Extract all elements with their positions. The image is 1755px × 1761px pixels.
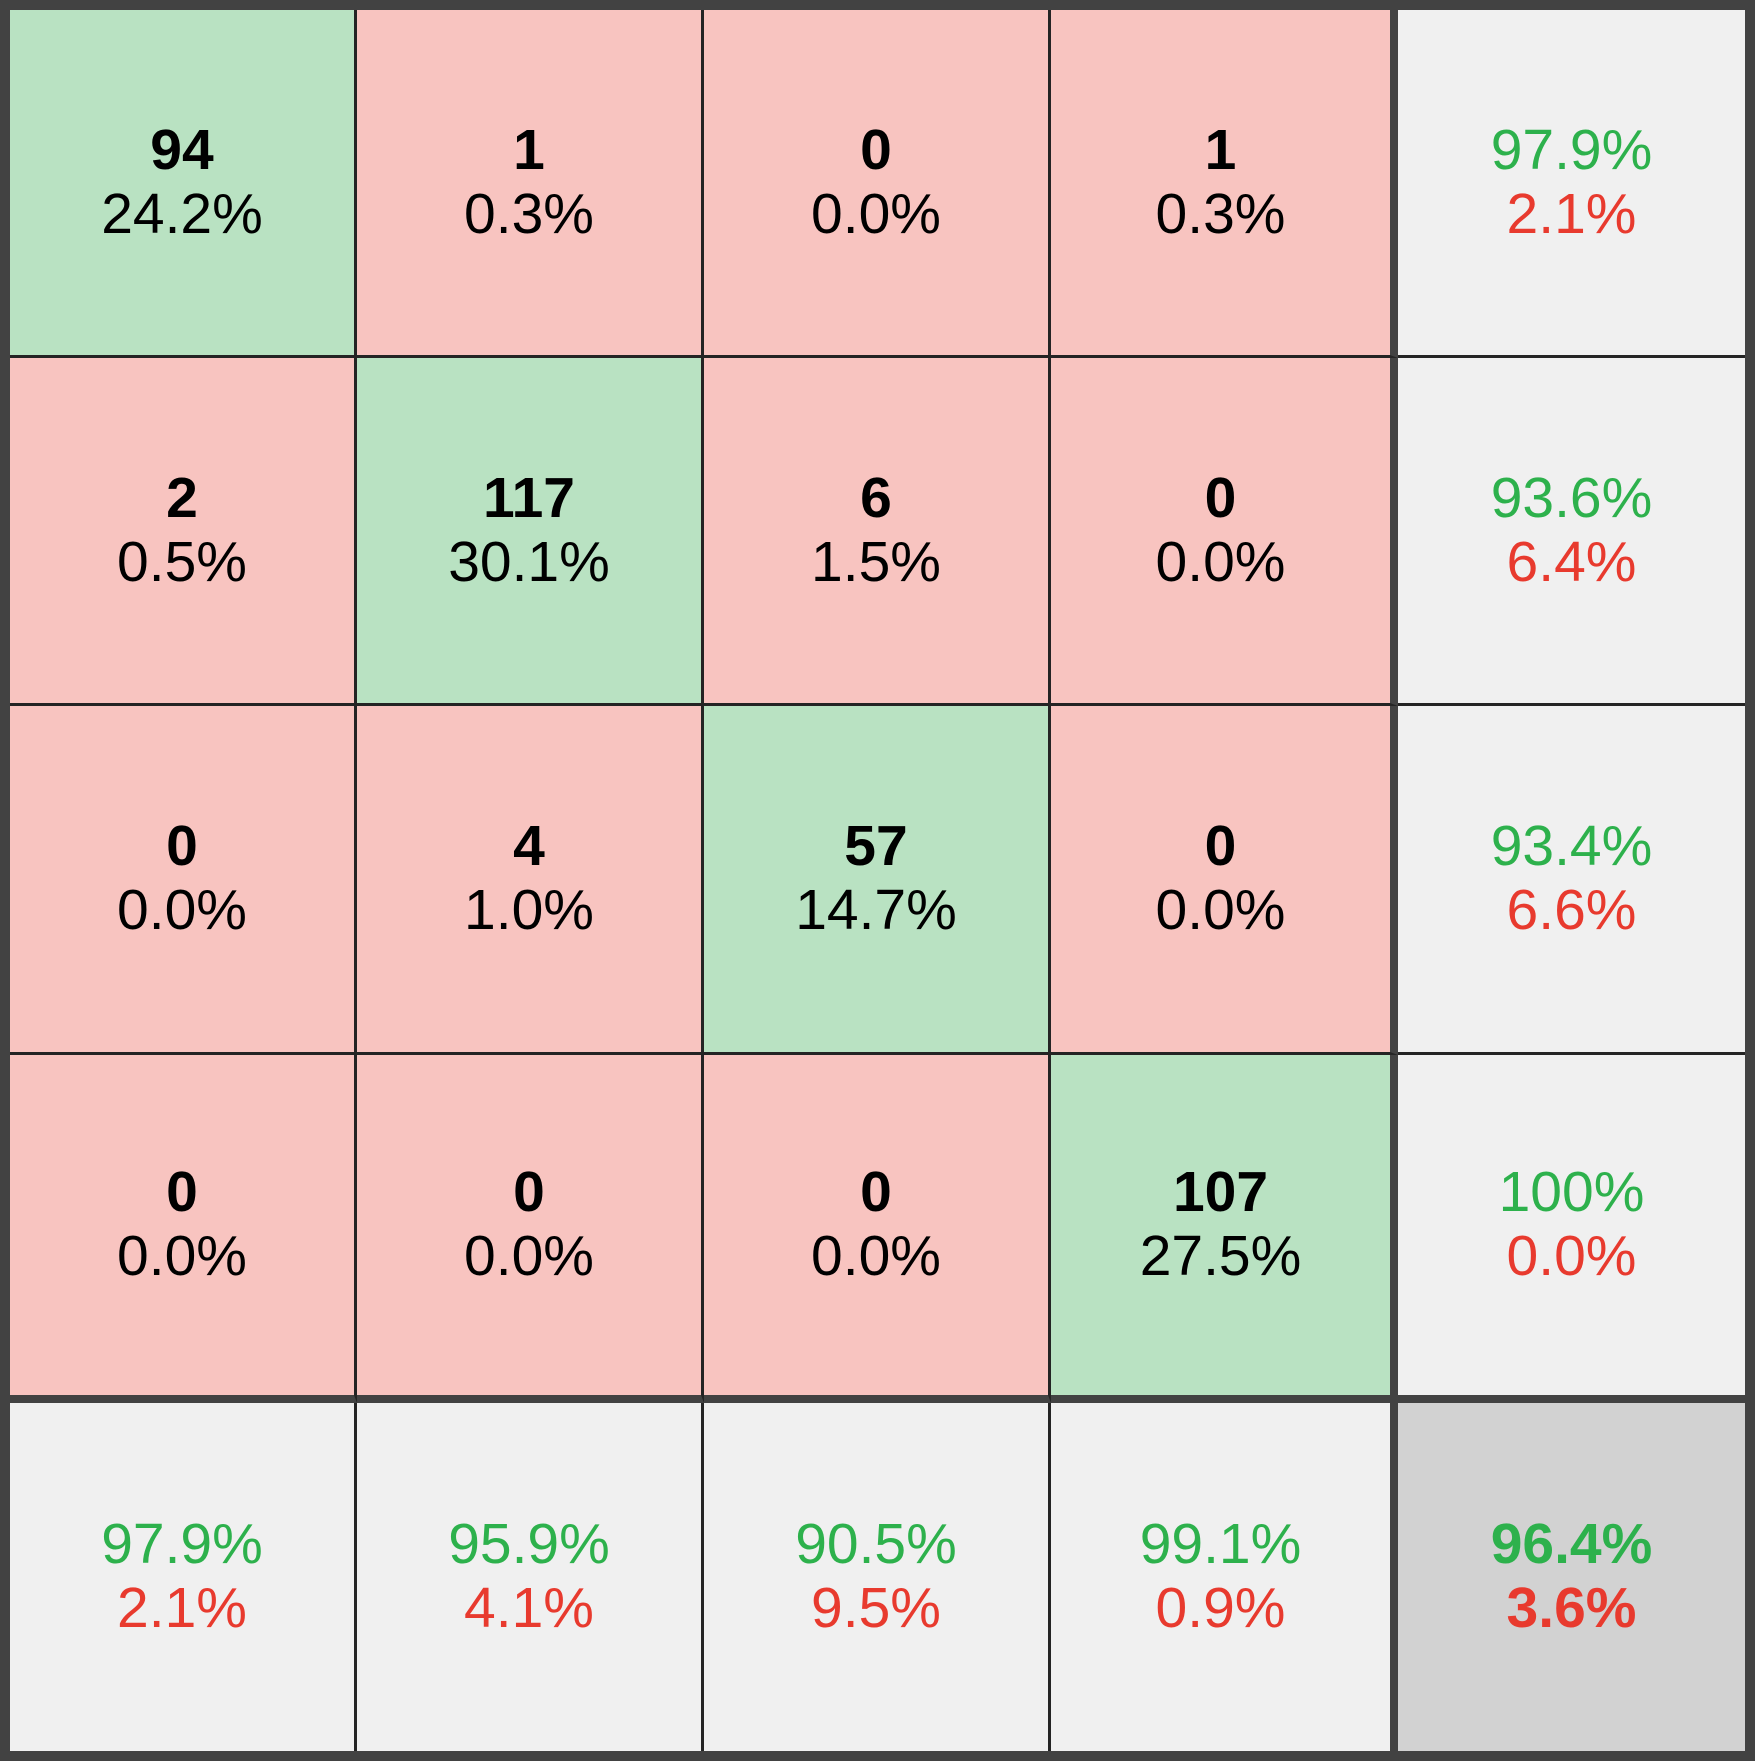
overall-accuracy-percent: 96.4% xyxy=(1490,1512,1653,1577)
col-summary-c4: 99.1% 0.9% xyxy=(1051,1402,1398,1751)
cell-count: 0 xyxy=(513,1159,545,1224)
cell-percent: 0.0% xyxy=(464,1223,594,1288)
cell-percent: 0.0% xyxy=(117,877,247,942)
cell-count: 1 xyxy=(1204,117,1237,182)
matrix-cell-r1c2: 1 0.3% xyxy=(357,10,704,359)
col-correct-percent: 90.5% xyxy=(795,1512,957,1577)
cell-percent: 0.3% xyxy=(1155,181,1286,246)
cell-percent: 30.1% xyxy=(448,529,610,594)
row-summary-r3: 93.4% 6.6% xyxy=(1398,706,1745,1055)
cell-count: 94 xyxy=(150,117,214,182)
matrix-cell-r4c1: 0 0.0% xyxy=(10,1054,357,1403)
cell-percent: 0.5% xyxy=(117,529,247,594)
matrix-cell-r1c1-true-positive: 94 24.2% xyxy=(10,10,357,359)
col-summary-c1: 97.9% 2.1% xyxy=(10,1402,357,1751)
col-correct-percent: 99.1% xyxy=(1139,1512,1302,1577)
matrix-cell-r3c2: 4 1.0% xyxy=(357,706,704,1055)
row-correct-percent: 100% xyxy=(1498,1159,1645,1224)
cell-count: 6 xyxy=(860,465,892,530)
col-incorrect-percent: 2.1% xyxy=(117,1575,247,1640)
row-correct-percent: 93.6% xyxy=(1490,465,1653,530)
cell-count: 0 xyxy=(860,117,892,182)
cell-percent: 0.0% xyxy=(811,1223,941,1288)
matrix-cell-r3c4: 0 0.0% xyxy=(1051,706,1398,1055)
matrix-cell-r3c1: 0 0.0% xyxy=(10,706,357,1055)
cell-percent: 24.2% xyxy=(101,181,263,246)
col-correct-percent: 95.9% xyxy=(448,1512,610,1577)
cell-percent: 1.5% xyxy=(811,529,941,594)
row-summary-r1: 97.9% 2.1% xyxy=(1398,10,1745,359)
cell-count: 107 xyxy=(1172,1159,1269,1224)
matrix-cell-r3c3-true-positive: 57 14.7% xyxy=(704,706,1051,1055)
cell-percent: 0.0% xyxy=(811,181,941,246)
matrix-cell-r4c3: 0 0.0% xyxy=(704,1054,1051,1403)
matrix-cell-r2c2-true-positive: 117 30.1% xyxy=(357,358,704,707)
cell-count: 0 xyxy=(860,1159,892,1224)
row-summary-r4: 100% 0.0% xyxy=(1398,1054,1745,1403)
row-summary-r2: 93.6% 6.4% xyxy=(1398,358,1745,707)
overall-error-percent: 3.6% xyxy=(1506,1575,1637,1640)
col-incorrect-percent: 9.5% xyxy=(811,1575,941,1640)
matrix-cell-r1c4: 1 0.3% xyxy=(1051,10,1398,359)
col-incorrect-percent: 4.1% xyxy=(464,1575,594,1640)
row-incorrect-percent: 2.1% xyxy=(1506,181,1637,246)
cell-count: 117 xyxy=(483,465,575,530)
cell-count: 1 xyxy=(513,117,545,182)
matrix-cell-r4c2: 0 0.0% xyxy=(357,1054,704,1403)
cell-count: 2 xyxy=(166,465,198,530)
matrix-cell-r2c3: 6 1.5% xyxy=(704,358,1051,707)
col-correct-percent: 97.9% xyxy=(101,1512,263,1577)
cell-percent: 0.3% xyxy=(464,181,594,246)
cell-count: 4 xyxy=(513,814,545,879)
cell-percent: 27.5% xyxy=(1139,1223,1302,1288)
cell-count: 57 xyxy=(844,814,908,879)
matrix-cell-r2c4: 0 0.0% xyxy=(1051,358,1398,707)
matrix-cell-r2c1: 2 0.5% xyxy=(10,358,357,707)
row-correct-percent: 97.9% xyxy=(1490,117,1653,182)
cell-count: 0 xyxy=(1204,465,1237,530)
col-incorrect-percent: 0.9% xyxy=(1155,1575,1286,1640)
col-summary-c3: 90.5% 9.5% xyxy=(704,1402,1051,1751)
cell-count: 0 xyxy=(166,1159,198,1224)
overall-accuracy-cell: 96.4% 3.6% xyxy=(1398,1402,1745,1751)
cell-percent: 0.0% xyxy=(117,1223,247,1288)
row-incorrect-percent: 6.6% xyxy=(1506,877,1637,942)
cell-percent: 0.0% xyxy=(1155,877,1286,942)
matrix-cell-r1c3: 0 0.0% xyxy=(704,10,1051,359)
cell-count: 0 xyxy=(166,814,198,879)
cell-percent: 0.0% xyxy=(1155,529,1286,594)
cell-percent: 14.7% xyxy=(795,877,957,942)
matrix-cell-r4c4-true-positive: 107 27.5% xyxy=(1051,1054,1398,1403)
row-incorrect-percent: 0.0% xyxy=(1506,1223,1637,1288)
row-correct-percent: 93.4% xyxy=(1490,814,1653,879)
cell-percent: 1.0% xyxy=(464,877,594,942)
cell-count: 0 xyxy=(1204,814,1237,879)
row-incorrect-percent: 6.4% xyxy=(1506,529,1637,594)
col-summary-c2: 95.9% 4.1% xyxy=(357,1402,704,1751)
